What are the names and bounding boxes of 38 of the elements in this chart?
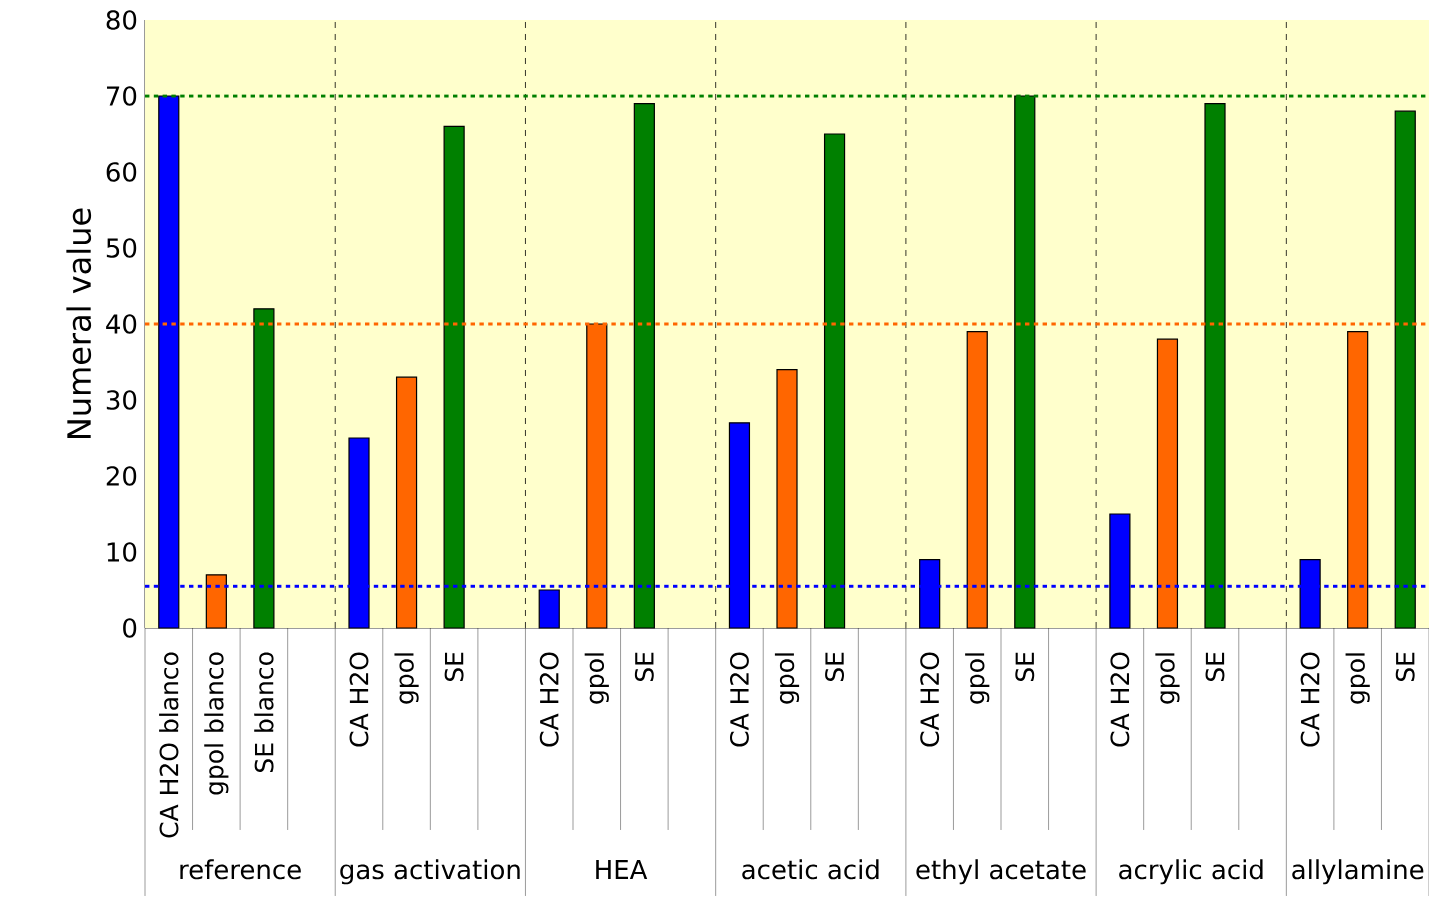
y-tick-label: 60 xyxy=(106,162,137,182)
text: gas activation xyxy=(340,859,520,885)
text: acetic acid xyxy=(742,859,879,880)
text: reference xyxy=(180,859,301,880)
x-tick-label: SE xyxy=(1015,652,1035,682)
x-tick-label: SE xyxy=(1395,652,1415,682)
x-tick-label: SE xyxy=(1205,652,1225,682)
x-tick-label: CA H2O xyxy=(729,652,749,747)
y-axis-title: Numeral value xyxy=(66,208,92,439)
x-tick-label: SE blanco xyxy=(254,652,274,773)
x-tick-label: SE xyxy=(825,652,845,682)
x-tick-label: gpol xyxy=(584,653,609,704)
y-tick-label: 30 xyxy=(106,390,137,410)
text: allylamine xyxy=(1292,859,1424,885)
x-tick-label: SE xyxy=(444,652,464,682)
y-tick-label: 10 xyxy=(107,542,137,562)
x-tick-label: CA H2O blanco xyxy=(159,652,179,838)
y-tick-label: 80 xyxy=(106,10,137,30)
x-tick-label: gpol xyxy=(1345,653,1370,704)
y-tick-label: 20 xyxy=(106,466,137,486)
x-tick-label: CA H2O xyxy=(349,652,369,747)
x-tick-label: gpol xyxy=(774,653,800,704)
text: acrylic acid xyxy=(1119,859,1263,885)
x-tick-label: gpol xyxy=(1155,653,1180,704)
x-tick-label: gpol xyxy=(965,653,990,704)
y-tick-label: 50 xyxy=(106,238,137,258)
x-tick-label: gpol xyxy=(394,653,419,704)
text: HEA xyxy=(596,860,648,879)
y-tick-label: 40 xyxy=(106,314,137,334)
x-tick-label: CA H2O xyxy=(1300,652,1320,747)
x-tick-label: CA H2O xyxy=(1110,652,1130,747)
x-tick-label: CA H2O xyxy=(920,652,940,747)
x-tick-label: gpol blanco xyxy=(204,652,229,795)
y-tick-label: 70 xyxy=(106,86,137,106)
y-tick-label: 0 xyxy=(123,618,137,638)
x-tick-label: CA H2O xyxy=(539,652,559,747)
x-tick-label: SE xyxy=(634,652,654,682)
text: ethyl acetate xyxy=(916,859,1086,885)
